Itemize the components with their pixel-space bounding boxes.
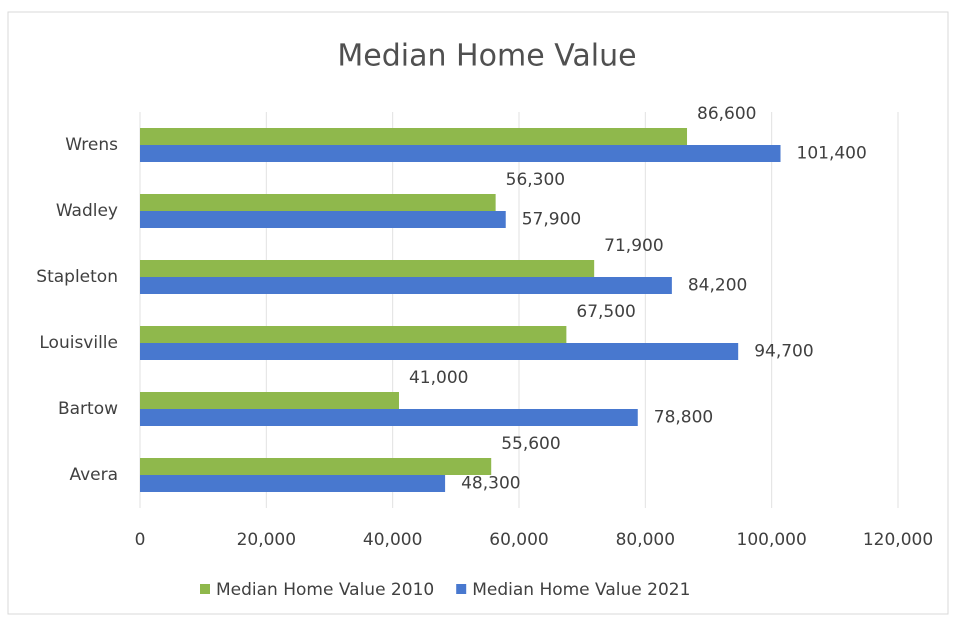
data-label: 94,700: [754, 342, 813, 362]
bar: [140, 343, 739, 360]
bar: [140, 277, 672, 294]
y-tick-label: Wadley: [56, 201, 118, 221]
data-label: 48,300: [461, 474, 520, 494]
x-tick-label: 100,000: [737, 530, 807, 550]
bar: [140, 194, 496, 211]
data-label: 55,600: [501, 434, 560, 454]
bar: [140, 475, 446, 492]
chart-title: Median Home Value: [337, 39, 636, 74]
data-label: 41,000: [409, 368, 468, 388]
x-tick-label: 40,000: [363, 530, 422, 550]
y-tick-label: Avera: [69, 465, 118, 485]
legend-label: Median Home Value 2021: [472, 580, 690, 600]
x-tick-label: 20,000: [237, 530, 296, 550]
y-tick-label: Wrens: [65, 135, 118, 155]
y-tick-label: Stapleton: [36, 267, 118, 287]
x-tick-label: 60,000: [489, 530, 548, 550]
data-label: 84,200: [688, 276, 747, 296]
x-tick-label: 0: [135, 530, 146, 550]
x-tick-label: 80,000: [616, 530, 675, 550]
bar: [140, 128, 688, 145]
data-label: 56,300: [506, 170, 565, 190]
data-label: 78,800: [654, 408, 713, 428]
bar: [140, 145, 781, 162]
data-label: 86,600: [697, 104, 756, 124]
bar: [140, 260, 595, 277]
chart-frame: [7, 11, 949, 615]
bar: [140, 392, 399, 409]
y-tick-label: Bartow: [58, 399, 118, 419]
legend-swatch: [200, 584, 210, 594]
bar: [140, 458, 492, 475]
data-label: 57,900: [522, 210, 581, 230]
legend-swatch: [456, 584, 467, 594]
y-tick-label: Louisville: [39, 333, 118, 353]
data-label: 101,400: [797, 144, 867, 164]
bar: [140, 211, 506, 228]
bar: [140, 409, 638, 426]
x-tick-label: 120,000: [863, 530, 933, 550]
bar: [140, 326, 567, 343]
data-label: 71,900: [604, 236, 663, 256]
data-label: 67,500: [576, 302, 635, 322]
legend-label: Median Home Value 2010: [216, 580, 434, 600]
